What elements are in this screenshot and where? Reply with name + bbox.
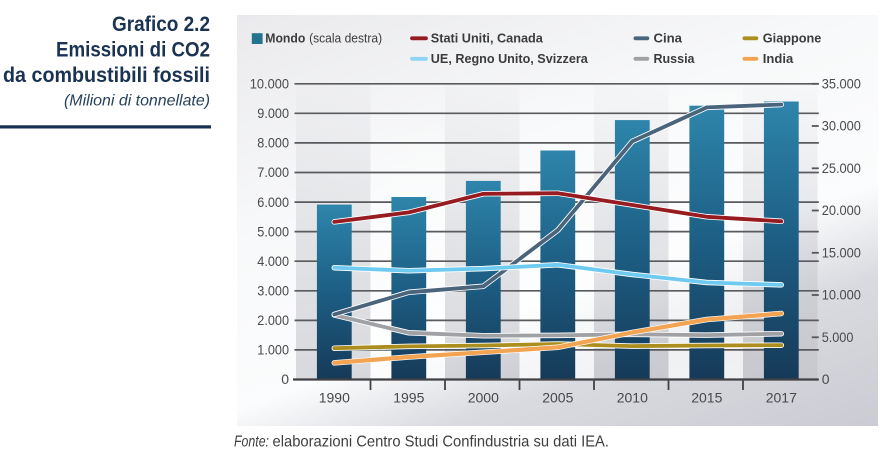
svg-text:0: 0 <box>822 371 830 387</box>
svg-text:4.000: 4.000 <box>257 253 289 269</box>
svg-text:(Milioni di tonnellate): (Milioni di tonnellate) <box>64 92 210 109</box>
svg-text:1995: 1995 <box>393 390 424 406</box>
svg-text:da combustibili fossili: da combustibili fossili <box>3 64 210 87</box>
svg-text:15.000: 15.000 <box>822 245 861 261</box>
svg-text:25.000: 25.000 <box>822 160 861 176</box>
svg-text:elaborazioni Centro Studi Conf: elaborazioni Centro Studi Confindustria … <box>273 434 610 451</box>
svg-text:(scala destra): (scala destra) <box>309 31 382 46</box>
svg-text:2015: 2015 <box>691 390 722 406</box>
svg-text:9.000: 9.000 <box>257 105 289 121</box>
svg-text:2010: 2010 <box>617 390 648 406</box>
svg-text:1.000: 1.000 <box>257 342 289 358</box>
svg-text:Cina: Cina <box>654 31 683 46</box>
svg-text:Fonte:: Fonte: <box>234 434 269 451</box>
svg-text:Giappone: Giappone <box>763 31 822 46</box>
svg-text:6.000: 6.000 <box>257 194 289 210</box>
svg-text:Emissioni di CO2: Emissioni di CO2 <box>56 38 210 61</box>
svg-text:5.000: 5.000 <box>257 223 289 239</box>
svg-text:Russia: Russia <box>654 51 696 66</box>
svg-text:2005: 2005 <box>542 390 573 406</box>
svg-text:Grafico 2.2: Grafico 2.2 <box>112 13 210 36</box>
svg-text:2017: 2017 <box>766 390 797 406</box>
svg-text:3.000: 3.000 <box>257 283 289 299</box>
svg-text:7.000: 7.000 <box>257 164 289 180</box>
svg-text:30.000: 30.000 <box>822 118 861 134</box>
svg-text:35.000: 35.000 <box>822 76 861 92</box>
svg-text:10.000: 10.000 <box>822 287 861 303</box>
svg-text:0: 0 <box>281 371 289 387</box>
svg-text:20.000: 20.000 <box>822 202 861 218</box>
svg-text:Mondo: Mondo <box>265 31 305 46</box>
svg-text:8.000: 8.000 <box>257 135 289 151</box>
svg-text:Stati Uniti, Canada: Stati Uniti, Canada <box>431 31 544 46</box>
svg-text:2.000: 2.000 <box>257 312 289 328</box>
svg-text:1990: 1990 <box>319 390 350 406</box>
svg-text:5.000: 5.000 <box>822 329 854 345</box>
svg-text:10.000: 10.000 <box>250 76 289 92</box>
svg-text:India: India <box>763 51 794 66</box>
svg-text:UE, Regno Unito, Svizzera: UE, Regno Unito, Svizzera <box>431 51 589 66</box>
svg-text:2000: 2000 <box>468 390 499 406</box>
